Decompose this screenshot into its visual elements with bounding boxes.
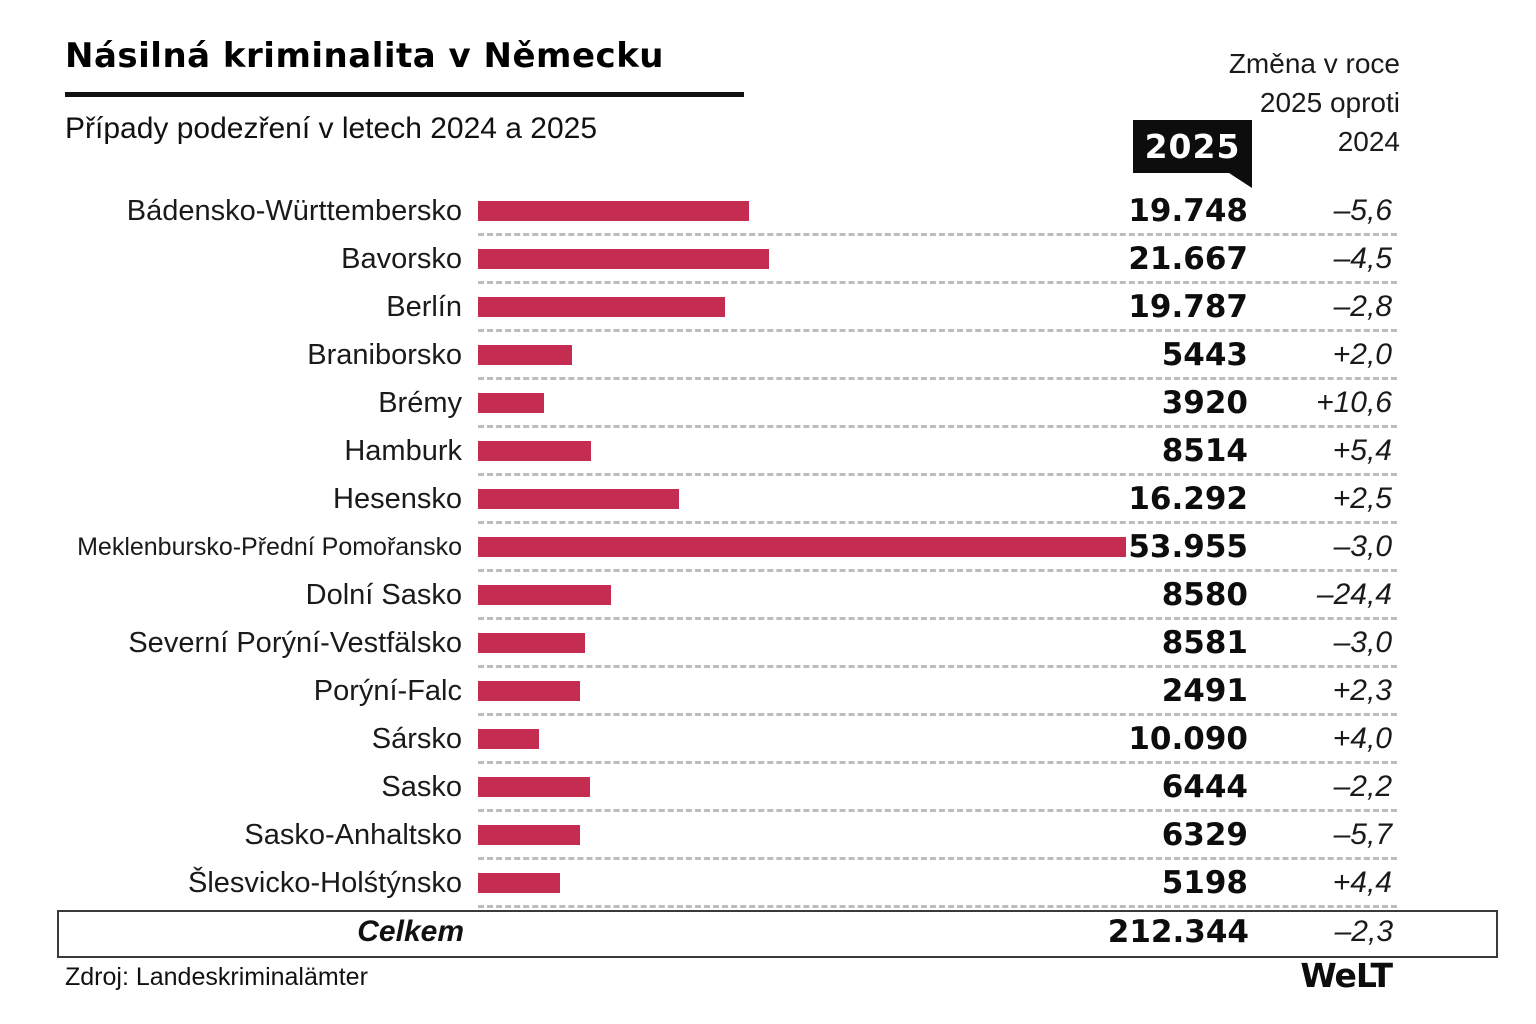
row-label: Sasko-Anhaltsko <box>244 819 462 851</box>
row-label: Sasko <box>381 771 462 803</box>
value-bar <box>478 393 544 413</box>
value-bar <box>478 825 580 845</box>
value-bar <box>478 873 560 893</box>
row-change-pct: –3,0 <box>1333 626 1392 659</box>
table-row: Šlesvicko-Holśtýnsko 5198 +4,4 <box>0 859 1536 908</box>
value-bar <box>478 201 749 221</box>
table-row: Sársko 10.090 +4,0 <box>0 715 1536 764</box>
row-value-2025: 16.292 <box>1128 481 1248 517</box>
page-title: Násilná kriminalita v Německu <box>65 36 665 76</box>
table-row: Sasko-Anhaltsko 6329 –5,7 <box>0 811 1536 860</box>
value-bar <box>478 633 585 653</box>
row-value-2025: 2491 <box>1161 673 1248 709</box>
change-column-header: Změna v roce 2025 oproti 2024 <box>1229 44 1400 161</box>
row-change-pct: –5,6 <box>1333 194 1392 227</box>
welt-logo: WeLT <box>1300 956 1393 995</box>
table-row: Severní Porýní-Vestfälsko 8581 –3,0 <box>0 619 1536 668</box>
change-header-line-2: 2025 oproti <box>1259 87 1400 118</box>
row-value-2025: 8580 <box>1161 577 1248 613</box>
value-bar <box>478 489 679 509</box>
value-bar <box>478 777 590 797</box>
table-row: Sasko 6444 –2,2 <box>0 763 1536 812</box>
total-value-2025: 212.344 <box>1107 914 1249 950</box>
row-change-pct: +2,5 <box>1332 482 1392 515</box>
row-label: Berlín <box>386 291 462 323</box>
value-bar <box>478 729 539 749</box>
value-bar <box>478 249 769 269</box>
change-header-line-3: 2024 <box>1337 126 1400 157</box>
row-value-2025: 6444 <box>1161 769 1248 805</box>
row-change-pct: –2,8 <box>1333 290 1392 323</box>
row-label: Severní Porýní-Vestfälsko <box>128 627 462 659</box>
row-value-2025: 53.955 <box>1128 529 1248 565</box>
table-row: Hamburk 8514 +5,4 <box>0 427 1536 476</box>
row-label: Hamburk <box>344 435 462 467</box>
row-value-2025: 19.787 <box>1128 289 1248 325</box>
row-change-pct: +5,4 <box>1332 434 1392 467</box>
row-change-pct: –24,4 <box>1316 578 1392 611</box>
value-bar <box>478 537 1126 557</box>
row-label: Šlesvicko-Holśtýnsko <box>188 867 462 899</box>
table-row: Porýní-Falc 2491 +2,3 <box>0 667 1536 716</box>
row-value-2025: 8514 <box>1161 433 1248 469</box>
row-value-2025: 10.090 <box>1128 721 1248 757</box>
row-label: Meklenbursko-Přední Pomořansko <box>77 533 462 561</box>
row-label: Braniborsko <box>307 339 462 371</box>
change-header-line-1: Změna v roce <box>1228 48 1400 79</box>
table-row: Dolní Sasko 8580 –24,4 <box>0 571 1536 620</box>
value-bar <box>478 585 611 605</box>
value-bar <box>478 345 572 365</box>
row-label: Dolní Sasko <box>305 579 462 611</box>
table-row: Braniborsko 5443 +2,0 <box>0 331 1536 380</box>
row-label: Bavorsko <box>341 243 462 275</box>
row-label: Porýní-Falc <box>313 675 462 707</box>
row-label: Brémy <box>378 387 462 419</box>
table-row: Meklenbursko-Přední Pomořansko 53.955 –3… <box>0 523 1536 572</box>
row-value-2025: 5443 <box>1161 337 1248 373</box>
row-change-pct: –5,7 <box>1333 818 1392 851</box>
total-row: Celkem 212.344 –2,3 <box>57 910 1498 958</box>
row-change-pct: –3,0 <box>1333 530 1392 563</box>
row-value-2025: 3920 <box>1161 385 1248 421</box>
table-row: Brémy 3920 +10,6 <box>0 379 1536 428</box>
table-row: Bavorsko 21.667 –4,5 <box>0 235 1536 284</box>
row-value-2025: 8581 <box>1161 625 1248 661</box>
row-change-pct: –2,2 <box>1333 770 1392 803</box>
value-bar <box>478 441 591 461</box>
total-label: Celkem <box>357 915 464 948</box>
row-value-2025: 19.748 <box>1128 193 1248 229</box>
row-change-pct: +4,0 <box>1332 722 1392 755</box>
row-label: Bádensko-Württembersko <box>126 195 462 227</box>
row-change-pct: +2,3 <box>1332 674 1392 707</box>
row-change-pct: +2,0 <box>1332 338 1392 371</box>
row-value-2025: 6329 <box>1161 817 1248 853</box>
source-note: Zdroj: Landeskriminalämter <box>65 963 368 991</box>
row-value-2025: 21.667 <box>1128 241 1248 277</box>
row-change-pct: +10,6 <box>1316 386 1392 419</box>
table-row: Bádensko-Württembersko 19.748 –5,6 <box>0 187 1536 236</box>
year-2025-badge: 2025 <box>1133 120 1252 188</box>
total-change-pct: –2,3 <box>1334 915 1393 948</box>
value-bar <box>478 297 725 317</box>
row-change-pct: –4,5 <box>1333 242 1392 275</box>
row-change-pct: +4,4 <box>1332 866 1392 899</box>
row-value-2025: 5198 <box>1161 865 1248 901</box>
table-row: Berlín 19.787 –2,8 <box>0 283 1536 332</box>
row-label: Hesensko <box>333 483 462 515</box>
value-bar <box>478 681 580 701</box>
title-underline <box>65 92 744 97</box>
page-subtitle: Případy podezření v letech 2024 a 2025 <box>65 112 598 145</box>
table-row: Hesensko 16.292 +2,5 <box>0 475 1536 524</box>
row-label: Sársko <box>371 723 462 755</box>
bar-chart: Bádensko-Württembersko 19.748 –5,6 Bavor… <box>0 187 1536 908</box>
